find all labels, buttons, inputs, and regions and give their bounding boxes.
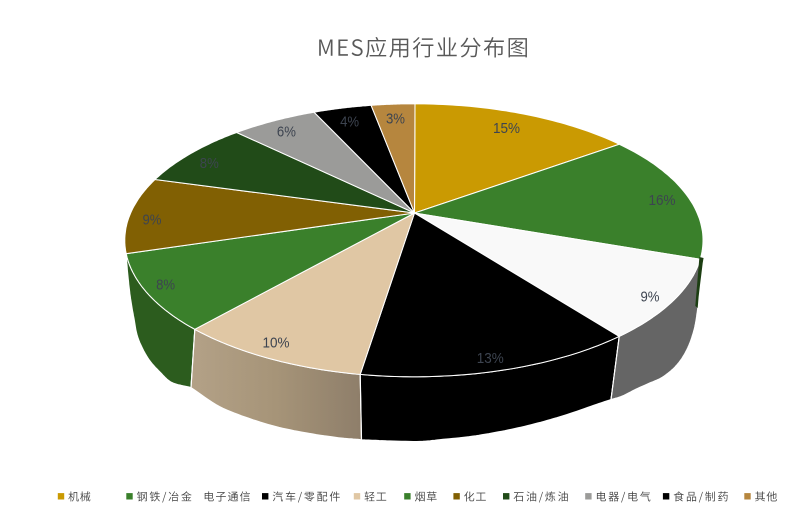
svg-text:4%: 4% [340,115,359,131]
svg-text:8%: 8% [200,156,219,172]
svg-text:15%: 15% [493,121,520,137]
svg-text:10%: 10% [263,336,290,352]
svg-text:9%: 9% [143,213,162,229]
svg-text:13%: 13% [477,351,504,367]
svg-text:8%: 8% [156,278,175,294]
svg-text:16%: 16% [649,193,676,209]
svg-text:3%: 3% [386,111,405,127]
svg-text:9%: 9% [641,289,660,305]
svg-text:6%: 6% [277,125,296,141]
